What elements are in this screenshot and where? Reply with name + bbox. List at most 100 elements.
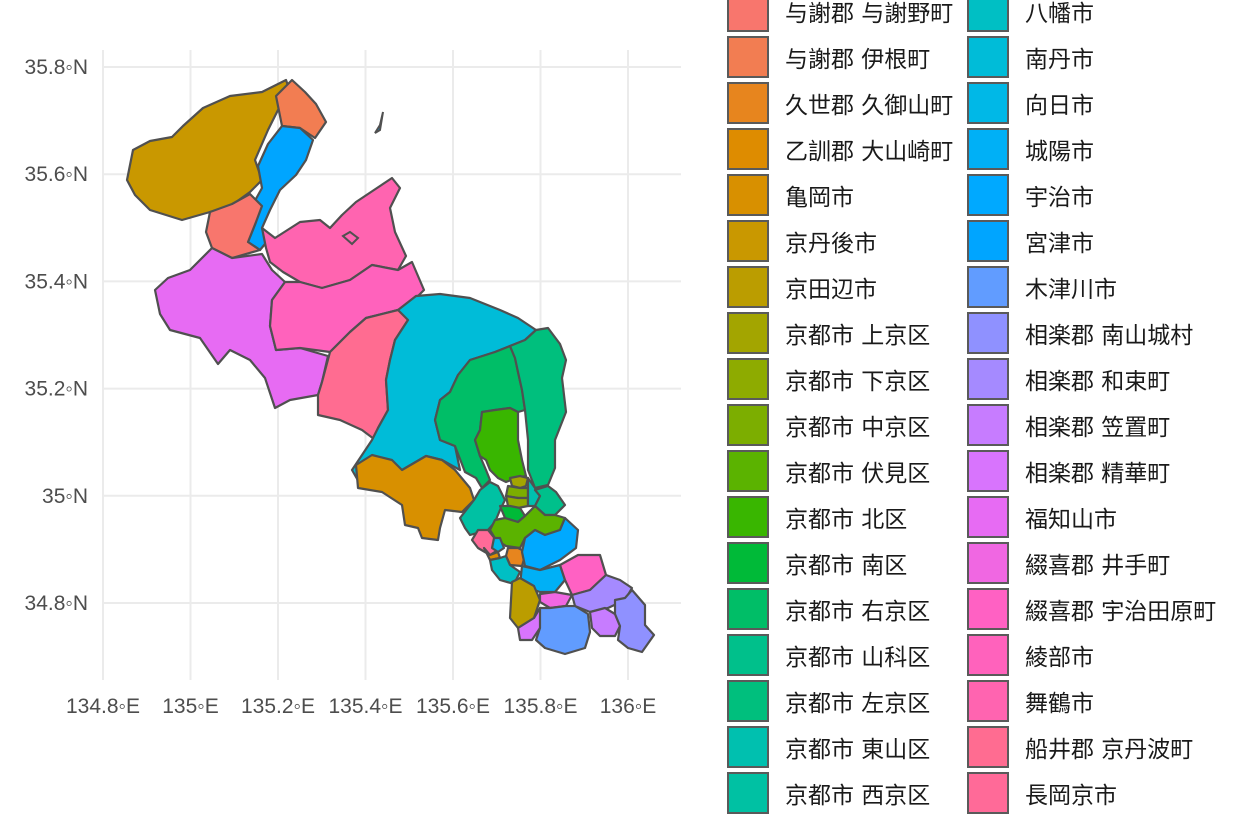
legend-label: 相楽郡 南山城村 [1025, 323, 1194, 349]
legend-item: 綴喜郡 宇治田原町 [967, 586, 1216, 632]
region-京田辺市: 京田辺市 [508, 576, 542, 630]
legend-item: 与謝郡 与謝野町 [727, 0, 953, 34]
legend-swatch [727, 772, 769, 814]
legend-label: 京都市 伏見区 [785, 461, 931, 487]
legend-item: 向日市 [967, 80, 1094, 126]
legend-label: 亀岡市 [785, 185, 854, 211]
x-axis-ticks: 134.8◦E 135◦E 135.2◦E 135.4◦E 135.6◦E 135.8◦E… [66, 695, 656, 718]
legend-swatch [727, 266, 769, 308]
legend-item: 相楽郡 和束町 [967, 356, 1170, 402]
legend-label: 乙訓郡 大山崎町 [785, 139, 954, 165]
x-tick-label: 135.6◦E [416, 695, 490, 718]
y-tick-label: 35.6◦N [25, 163, 88, 186]
legend-label: 京都市 右京区 [785, 599, 931, 625]
region-向日市: 向日市 [490, 536, 506, 554]
region-相楽郡-笠置町: 相楽郡 笠置町 [588, 606, 622, 638]
legend-label: 向日市 [1025, 93, 1094, 119]
region-舞鶴市: 舞鶴市 [260, 176, 408, 290]
legend: 与謝郡 与謝野町 与謝郡 伊根町 久世郡 久御山町 乙訓郡 大山崎町 亀岡市京丹後市京田… [722, 0, 1248, 814]
legend-item: 京都市 北区 [727, 494, 907, 540]
y-tick-label: 35.8◦N [25, 56, 88, 79]
legend-label: 相楽郡 笠置町 [1025, 415, 1171, 441]
legend-item: 南丹市 [967, 34, 1094, 80]
legend-label: 相楽郡 和束町 [1025, 369, 1171, 395]
legend-swatch [727, 542, 769, 584]
x-tick-label: 135.8◦E [503, 695, 577, 718]
legend-swatch [967, 0, 1009, 32]
legend-swatch [727, 634, 769, 676]
legend-swatch [727, 82, 769, 124]
legend-item: 京都市 伏見区 [727, 448, 930, 494]
legend-item: 木津川市 [967, 264, 1117, 310]
legend-label: 長岡京市 [1025, 783, 1117, 809]
legend-label: 京都市 東山区 [785, 737, 931, 763]
legend-item: 綴喜郡 井手町 [967, 540, 1170, 586]
legend-item: 福知山市 [967, 494, 1117, 540]
legend-label: 南丹市 [1025, 47, 1094, 73]
legend-label: 久世郡 久御山町 [785, 93, 954, 119]
legend-label: 京都市 下京区 [785, 369, 931, 395]
legend-label: 京丹後市 [785, 231, 877, 257]
map-plot: 京丹後市与謝郡 伊根町宮津市与謝郡 与謝野町舞鶴市福知山市綾部市船井郡 京丹波町… [25, 50, 681, 718]
legend-swatch [967, 496, 1009, 538]
legend-label: 綴喜郡 宇治田原町 [1025, 599, 1217, 625]
legend-swatch [727, 220, 769, 262]
y-tick-label: 35◦N [42, 485, 88, 508]
legend-label: 与謝郡 伊根町 [785, 47, 931, 73]
legend-swatch [967, 266, 1009, 308]
legend-item: 京都市 下京区 [727, 356, 930, 402]
legend-item: 京都市 南区 [727, 540, 907, 586]
legend-label: 船井郡 京丹波町 [1025, 737, 1194, 763]
legend-swatch [727, 726, 769, 768]
region-宇治市: 宇治市 [520, 516, 580, 572]
x-tick-label: 134.8◦E [66, 695, 140, 718]
x-tick-label: 135.4◦E [328, 695, 402, 718]
legend-item: 相楽郡 笠置町 [967, 402, 1170, 448]
legend-swatch [727, 174, 769, 216]
legend-swatch [967, 358, 1009, 400]
legend-item: 城陽市 [967, 126, 1094, 172]
legend-item: 相楽郡 南山城村 [967, 310, 1193, 356]
y-tick-label: 35.2◦N [25, 378, 88, 401]
legend-swatch [727, 312, 769, 354]
map-panel: 京丹後市与謝郡 伊根町宮津市与謝郡 与謝野町舞鶴市福知山市綾部市船井郡 京丹波町… [25, 50, 681, 718]
legend-item: 長岡京市 [967, 770, 1117, 816]
legend-label: 京都市 左京区 [785, 691, 931, 717]
y-tick-label: 34.8◦N [25, 592, 88, 615]
x-tick-label: 136◦E [600, 695, 657, 718]
legend-item: 船井郡 京丹波町 [967, 724, 1193, 770]
legend-swatch [967, 128, 1009, 170]
legend-label: 八幡市 [1025, 1, 1094, 27]
legend-swatch [967, 220, 1009, 262]
legend-swatch [727, 404, 769, 446]
legend-label: 綾部市 [1025, 645, 1094, 671]
legend-label: 木津川市 [1025, 277, 1117, 303]
region-乙訓郡-大山崎町: 乙訓郡 大山崎町 [482, 546, 502, 562]
legend-label: 京都市 山科区 [785, 645, 931, 671]
legend-item: 京都市 中京区 [727, 402, 930, 448]
region-亀岡市: 亀岡市 [354, 453, 476, 542]
islet-shape [341, 230, 360, 246]
legend-label: 与謝郡 与謝野町 [785, 1, 954, 27]
legend-label: 相楽郡 精華町 [1025, 461, 1171, 487]
legend-label: 舞鶴市 [1025, 691, 1094, 717]
legend-swatch [967, 450, 1009, 492]
legend-item: 相楽郡 精華町 [967, 448, 1170, 494]
region-相楽郡-南山城村: 相楽郡 南山城村 [613, 588, 656, 654]
legend-item: 宮津市 [967, 218, 1094, 264]
legend-item: 八幡市 [967, 0, 1094, 34]
legend-swatch [727, 128, 769, 170]
legend-item: 京丹後市 [727, 218, 877, 264]
legend-label: 京田辺市 [785, 277, 877, 303]
legend-label: 福知山市 [1025, 507, 1117, 533]
legend-swatch [967, 588, 1009, 630]
legend-swatch [967, 174, 1009, 216]
legend-swatch [967, 36, 1009, 78]
legend-label: 宇治市 [1025, 185, 1094, 211]
legend-swatch [967, 726, 1009, 768]
legend-item: 与謝郡 伊根町 [727, 34, 930, 80]
legend-swatch [727, 0, 769, 32]
y-axis-ticks: 35.8◦N 35.6◦N 35.4◦N 35.2◦N 35◦N 34.8◦N [25, 56, 88, 615]
legend-swatch [967, 772, 1009, 814]
islet-layer [341, 111, 384, 246]
